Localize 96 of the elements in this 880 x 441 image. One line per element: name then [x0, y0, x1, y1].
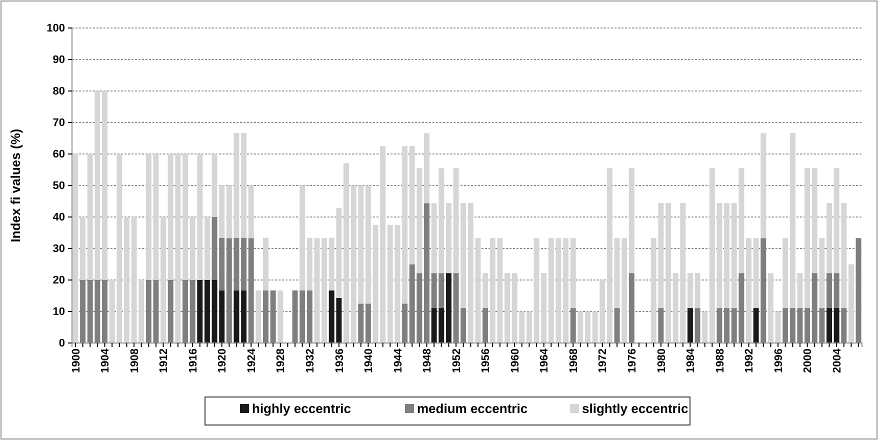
- x-tick-label: 1948: [422, 348, 434, 373]
- bar: [344, 163, 349, 343]
- y-tick-label: 10: [52, 306, 65, 318]
- y-axis-title: Index fi values (%): [8, 128, 23, 242]
- y-tick-label: 20: [52, 274, 65, 287]
- y-tick-label: 50: [52, 180, 65, 192]
- x-tick-label: 1976: [626, 348, 639, 373]
- bar: [256, 290, 262, 343]
- bar: [446, 203, 452, 274]
- bar: [424, 133, 430, 204]
- bar: [204, 217, 210, 280]
- x-tick-label: 1940: [363, 348, 376, 373]
- bar: [402, 146, 408, 304]
- x-tick-label: 1964: [538, 348, 551, 373]
- x-tick-label: 1932: [304, 348, 317, 373]
- x-tick-label: 2004: [831, 348, 844, 373]
- bar: [848, 264, 854, 343]
- bar: [124, 217, 130, 343]
- x-tick-label: 1928: [275, 348, 288, 373]
- bar: [768, 273, 774, 343]
- bar: [241, 238, 247, 290]
- x-tick-label: 1972: [597, 348, 610, 373]
- bar: [782, 238, 788, 308]
- bar: [102, 91, 108, 280]
- y-tick-label: 0: [58, 338, 65, 350]
- bar: [775, 312, 781, 343]
- bar: [585, 312, 590, 343]
- bar: [278, 290, 284, 343]
- y-tick-label: 80: [52, 86, 65, 98]
- bar: [446, 273, 452, 343]
- x-tick-label: 1916: [187, 348, 200, 373]
- x-tick-label: 1956: [480, 348, 492, 373]
- bar: [746, 238, 752, 343]
- x-tick-label: 1936: [334, 348, 346, 373]
- bar: [687, 273, 693, 308]
- bar: [72, 154, 78, 343]
- bar: [365, 186, 371, 304]
- bar: [826, 273, 832, 308]
- y-tick-label: 100: [46, 22, 65, 35]
- bar: [322, 238, 328, 343]
- y-tick-label: 40: [52, 212, 65, 224]
- x-tick-label: 1952: [450, 348, 463, 373]
- bar: [80, 217, 86, 280]
- bar: [834, 273, 840, 308]
- bar: [702, 312, 708, 343]
- bar: [694, 273, 700, 308]
- y-tick-label: 30: [52, 243, 65, 256]
- bar: [482, 273, 488, 308]
- bar: [204, 280, 210, 343]
- bar: [724, 203, 730, 308]
- bar: [687, 308, 693, 343]
- bar: [234, 290, 240, 343]
- bar: [834, 308, 840, 343]
- y-tick-label: 60: [52, 148, 65, 161]
- bar: [826, 203, 832, 274]
- x-tick-label: 1944: [392, 348, 404, 373]
- bar: [760, 133, 766, 238]
- x-tick-label: 1984: [685, 348, 698, 373]
- bar: [241, 132, 247, 238]
- x-tick-label: 1980: [656, 348, 668, 373]
- bar: [248, 186, 254, 238]
- bar: [563, 238, 569, 343]
- x-tick-label: 1988: [714, 348, 726, 373]
- bar: [300, 186, 306, 290]
- bar: [826, 308, 832, 343]
- x-tick-label: 1900: [70, 348, 82, 373]
- legend-label: medium eccentric: [417, 401, 528, 416]
- bar: [182, 154, 188, 280]
- bar: [570, 238, 576, 308]
- x-tick-label: 1920: [216, 348, 229, 373]
- bar: [628, 168, 634, 274]
- bar: [526, 312, 532, 343]
- bar: [197, 280, 203, 343]
- x-tick-label: 1996: [772, 348, 785, 373]
- bar: [753, 238, 759, 308]
- bar: [263, 238, 268, 290]
- bar: [606, 168, 612, 343]
- x-tick-label: 2000: [802, 348, 814, 373]
- legend-label: slightly eccentric: [582, 401, 688, 416]
- legend-label: highly eccentric: [252, 401, 351, 416]
- x-tick-label: 1924: [246, 348, 258, 373]
- bar: [753, 308, 759, 343]
- x-tick-label: 1904: [100, 348, 112, 373]
- x-tick-label: 1912: [158, 348, 170, 373]
- bar: [666, 203, 671, 343]
- x-tick-label: 1908: [128, 348, 141, 373]
- bar: [241, 290, 247, 343]
- y-tick-label: 70: [52, 117, 65, 130]
- y-tick-label: 90: [52, 54, 65, 66]
- bar: [504, 273, 510, 343]
- x-tick-label: 1992: [744, 348, 756, 373]
- x-tick-label: 1960: [509, 348, 522, 373]
- bar: [160, 217, 166, 343]
- bar: [578, 312, 584, 343]
- x-tick-label: 1968: [568, 348, 580, 373]
- bar: [804, 168, 810, 308]
